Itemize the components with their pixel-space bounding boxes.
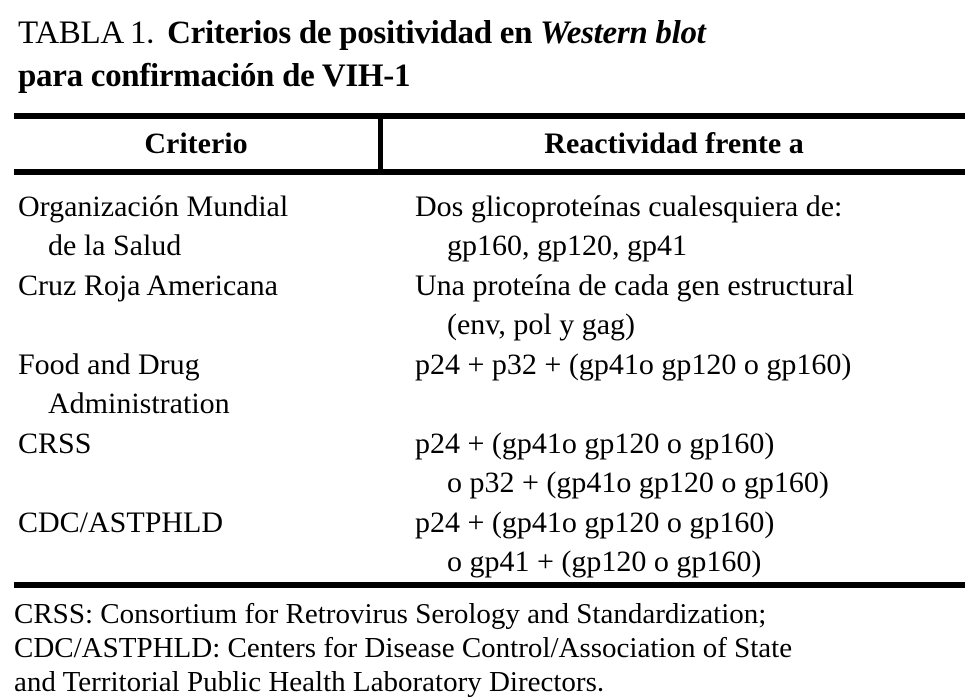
table-bottom-rule [14,582,965,588]
table-title-line1: TABLA 1. Criterios de positividad en Weste… [18,12,706,55]
reactividad-line1: Dos glicoproteínas cualesquiera de: [415,190,843,223]
reactividad-cell: p24 + (gp41o gp120 o gp160) o gp41 + (gp… [415,503,978,582]
footnote-line3: and Territorial Public Health Laboratory… [14,666,605,698]
reactividad-line2: gp160, gp120, gp41 [447,229,687,262]
table-row: CRSS p24 + (gp41o gp120 o gp160) o p32 +… [0,424,978,503]
criterio-cell: CRSS [0,424,415,503]
reactividad-cell: Dos glicoproteínas cualesquiera de: gp16… [415,187,978,266]
criterio-line1: Cruz Roja Americana [18,269,278,302]
reactividad-cell: Una proteína de cada gen estructural (en… [415,266,978,345]
column-header-criterio: Criterio [14,119,383,169]
header-bottom-rule [14,169,965,175]
top-rule [14,113,965,119]
reactividad-line1: p24 + (gp41o gp120 o gp160) [415,506,775,539]
footnote: CRSS: Consortium for Retrovirus Serology… [14,597,964,699]
table-title-line2: para confirmación de VIH-1 [18,58,411,94]
criterio-cell: Cruz Roja Americana [0,266,415,345]
column-header-reactividad: Reactividad frente a [544,127,804,160]
reactividad-line2: o gp41 + (gp120 o gp160) [447,545,762,578]
table-title: TABLA 1. Criterios de positividad en Weste… [18,12,706,98]
reactividad-line1: p24 + p32 + (gp41o gp120 o gp160) [415,348,852,381]
reactividad-line2: o p32 + (gp41o gp120 o gp160) [447,466,829,499]
footnote-line1: CRSS: Consortium for Retrovirus Serology… [14,598,767,630]
criterio-cell: Food and Drug Administration [0,345,415,424]
reactividad-cell: p24 + p32 + (gp41o gp120 o gp160) [415,345,978,424]
criterio-line1: CDC/ASTPHLD [18,506,224,539]
table-header-row: Criterio Reactividad frente a [14,119,965,169]
table-title-text: Criterios de positividad en [167,15,533,51]
table-title-italic: Western blot [540,15,706,51]
footnote-line2: CDC/ASTPHLD: Centers for Disease Control… [14,632,793,664]
table-row: Cruz Roja Americana Una proteína de cada… [0,266,978,345]
reactividad-cell: p24 + (gp41o gp120 o gp160) o p32 + (gp4… [415,424,978,503]
table-number-label: TABLA 1. [18,15,155,51]
table-row: Food and Drug Administration p24 + p32 +… [0,345,978,424]
criterio-line2: Administration [48,387,230,420]
criterio-line2: de la Salud [48,229,182,262]
table-row: CDC/ASTPHLD p24 + (gp41o gp120 o gp160) … [0,503,978,582]
criterio-line1: Organización Mundial [18,190,289,223]
criterio-line1: Food and Drug [18,348,200,381]
reactividad-line2: (env, pol y gag) [447,308,635,341]
reactividad-line1: p24 + (gp41o gp120 o gp160) [415,427,775,460]
reactividad-line1: Una proteína de cada gen estructural [415,269,854,302]
table-body: Organización Mundial de la Salud Dos gli… [0,175,978,582]
criterio-cell: CDC/ASTPHLD [0,503,415,582]
criterio-cell: Organización Mundial de la Salud [0,187,415,266]
table-row: Organización Mundial de la Salud Dos gli… [0,187,978,266]
criterio-line1: CRSS [18,427,92,460]
